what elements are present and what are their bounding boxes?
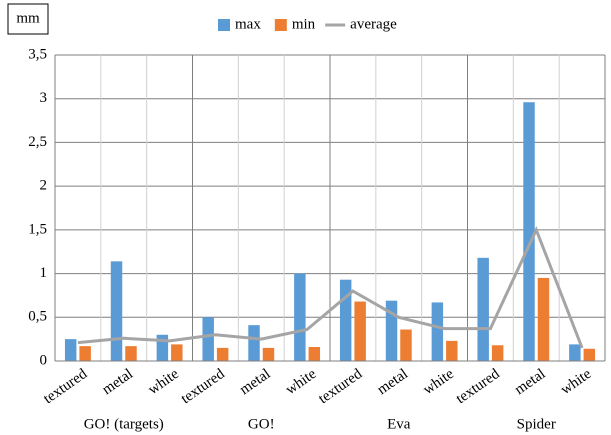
bar <box>156 334 169 361</box>
bar <box>202 317 214 361</box>
bar <box>583 348 596 361</box>
y-label-box <box>7 3 49 35</box>
x-tick-label: textured <box>41 366 91 408</box>
bar <box>569 344 581 361</box>
line <box>77 226 584 349</box>
group-label: Eva <box>387 416 411 432</box>
bar <box>294 273 306 361</box>
bar <box>491 345 504 361</box>
bar <box>537 277 550 361</box>
bar <box>446 340 458 361</box>
x-tick-label: white <box>558 366 595 398</box>
bar <box>110 261 123 361</box>
bar <box>339 279 352 361</box>
bar <box>477 257 489 361</box>
y-tick-label: 1,5 <box>28 221 47 237</box>
y-tick-label: 3 <box>40 90 48 106</box>
bar <box>262 347 275 361</box>
bar <box>385 300 398 361</box>
y-tick-label: 0 <box>40 352 48 368</box>
bar <box>248 325 260 361</box>
y-tick-label: 0,5 <box>28 309 47 325</box>
group-label: GO! (targets) <box>84 416 164 432</box>
x-tick-label: metal <box>375 366 411 398</box>
y-tick-label: 1 <box>40 265 48 281</box>
x-tick-label: textured <box>316 366 366 408</box>
y-tick-label: 2 <box>40 178 48 194</box>
bar <box>308 347 321 361</box>
bar <box>354 301 366 361</box>
bar <box>523 102 535 361</box>
bar <box>431 302 444 361</box>
bar <box>79 346 91 361</box>
legend-label: min <box>292 16 316 32</box>
x-tick-label: white <box>145 366 182 398</box>
y-axis-label: mm <box>16 10 40 26</box>
bar <box>125 346 137 361</box>
x-tick-label: textured <box>178 366 228 408</box>
x-tick-label: white <box>283 366 320 398</box>
group-label: Spider <box>517 416 556 432</box>
legend-swatch <box>218 19 230 31</box>
legend-label: max <box>235 16 261 32</box>
x-tick-label: white <box>420 366 457 398</box>
x-tick-label: textured <box>453 366 503 408</box>
legend-label: average <box>350 16 397 32</box>
bar <box>64 339 77 361</box>
group-label: GO! <box>248 416 275 432</box>
x-tick-label: metal <box>100 366 136 398</box>
legend-swatch <box>274 19 287 31</box>
y-tick-label: 3,5 <box>28 46 47 62</box>
x-tick-label: metal <box>237 366 273 398</box>
bar <box>400 329 412 361</box>
y-tick-label: 2,5 <box>28 134 47 150</box>
x-tick-label: metal <box>512 366 548 398</box>
bar <box>171 344 183 361</box>
bar <box>216 347 229 361</box>
